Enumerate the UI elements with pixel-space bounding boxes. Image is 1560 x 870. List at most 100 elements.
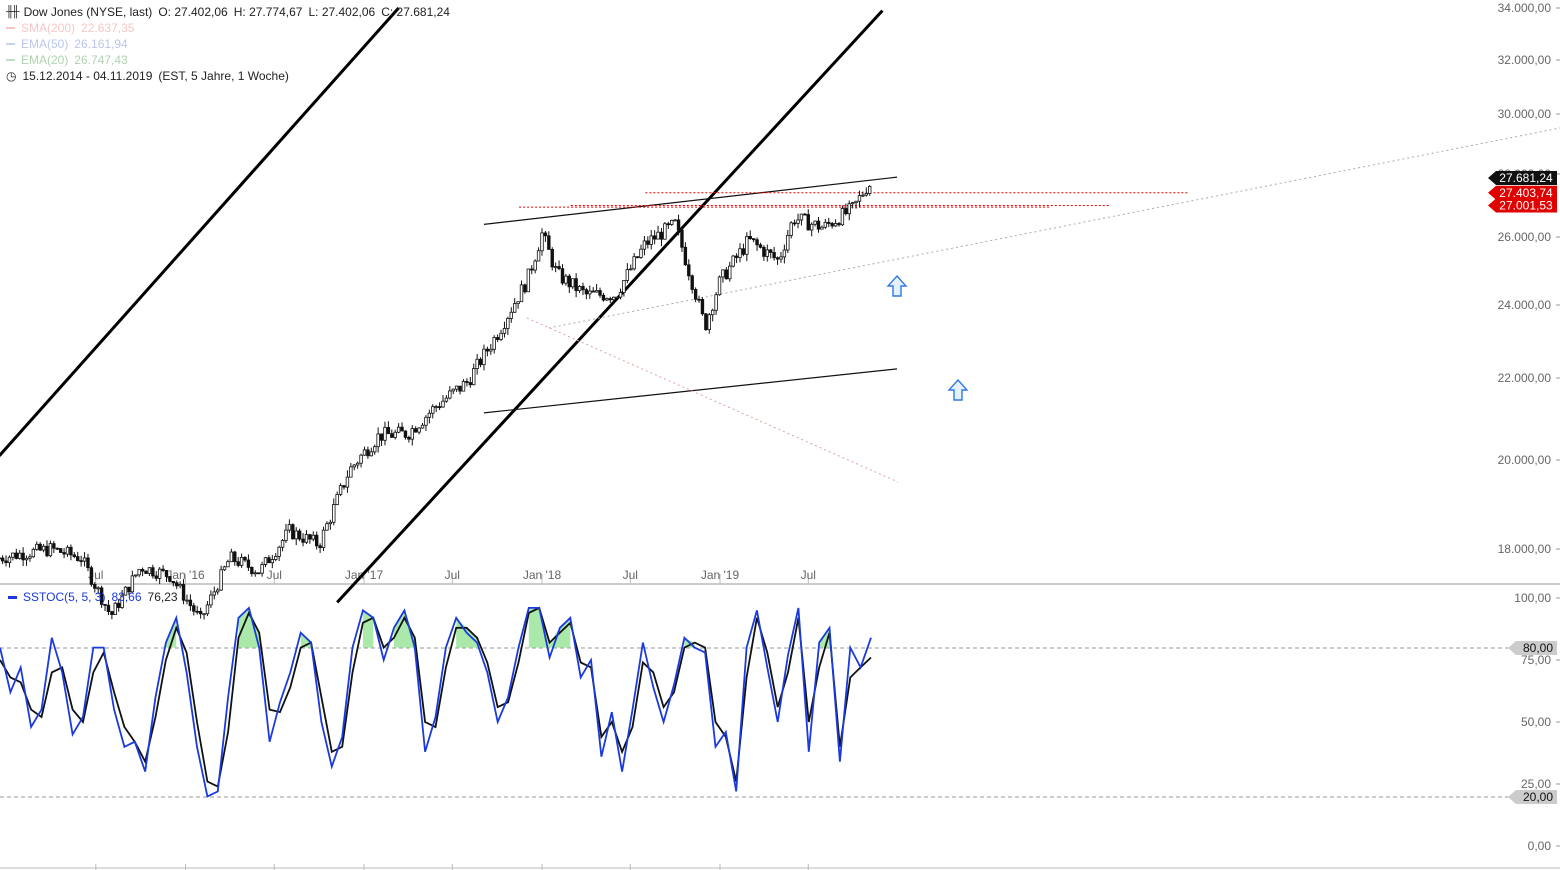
price-bar (837, 222, 841, 227)
price-bar (758, 242, 763, 249)
price-bar (130, 570, 135, 593)
stoch-k-value: 83,66 (111, 590, 142, 604)
price-bar (277, 545, 281, 562)
price-bar (69, 544, 73, 561)
price-bar (499, 329, 503, 342)
price-bar (687, 259, 691, 281)
oscillator-panel: 80,00 20,00 (0, 606, 1557, 804)
price-bar (263, 557, 268, 568)
instrument-row: ╫╫ Dow Jones (NYSE, last) O: 27.402,06 H… (6, 4, 450, 20)
price-bar (390, 429, 394, 438)
ohlc-open: O: 27.402,06 (158, 5, 228, 19)
sma200-value: 22.637,35 (81, 21, 135, 35)
price-bar (236, 557, 240, 568)
price-bar (65, 545, 70, 557)
trend-line-upper-channel[interactable] (0, 7, 400, 457)
price-bar (18, 550, 22, 560)
dotted-trend-line (548, 127, 1560, 329)
price-bar (437, 402, 442, 411)
price-bar (246, 554, 251, 571)
price-bar (830, 221, 834, 229)
price-bar (86, 553, 90, 572)
osc-level-badge-label: 80,00 (1523, 641, 1553, 655)
price-bar (663, 221, 667, 240)
price-bar (673, 219, 677, 222)
price-bar (704, 313, 708, 331)
osc-level-badge: 20,00 (1508, 790, 1557, 804)
price-bar (475, 354, 479, 375)
trend-line-wedge-bottom[interactable] (483, 368, 898, 414)
price-bar (697, 295, 701, 303)
price-bar (396, 423, 401, 434)
up-arrow-icon (886, 274, 908, 297)
price-bar (710, 308, 715, 322)
trend-line-wedge-top[interactable] (483, 176, 898, 225)
price-bar (786, 229, 790, 254)
price-bar (646, 236, 650, 249)
oscillator-legend[interactable]: SSTOC(5, 5, 3) 83,66 76,23 (8, 590, 178, 604)
price-bar (335, 491, 339, 506)
price-bar (325, 521, 329, 531)
stoch-d-line (0, 606, 872, 788)
price-bar (345, 470, 350, 493)
price-bar (611, 296, 616, 305)
price-bar (41, 544, 46, 553)
price-bar (560, 264, 565, 286)
price-bar (683, 242, 688, 266)
price-bar (577, 285, 582, 293)
indicator-ema50[interactable]: EMA(50) 26.161,94 (6, 36, 450, 52)
price-bar (188, 594, 193, 611)
price-bar (383, 421, 387, 446)
price-bar (45, 540, 49, 558)
price-bar (755, 237, 759, 251)
price-bar (489, 343, 493, 355)
price-bar (632, 253, 636, 271)
price-bar (779, 252, 783, 263)
price-bar (250, 566, 254, 577)
price-bar (584, 287, 589, 300)
osc-level-badge-label: 20,00 (1523, 790, 1553, 804)
price-bar (366, 446, 370, 459)
sma200-label: SMA(200) (21, 21, 76, 35)
price-bar (134, 574, 138, 578)
price-bar (291, 523, 295, 540)
instrument-name: Dow Jones (NYSE, last) (23, 5, 153, 19)
price-bar (294, 527, 298, 546)
price-bar (318, 543, 322, 553)
ema20-label: EMA(20) (21, 53, 69, 67)
price-bar (772, 246, 776, 261)
osc-axis-label: 50,00 (1521, 715, 1551, 729)
price-bar (820, 225, 824, 230)
price-bar (192, 602, 196, 616)
price-bar (76, 551, 80, 562)
price-axis-label: 24.000,00 (1498, 298, 1552, 312)
price-bar (393, 429, 397, 440)
price-bar (857, 190, 862, 208)
price-bar (799, 213, 804, 226)
indicator-sma200[interactable]: SMA(200) 22.637,35 (6, 20, 450, 36)
trend-line-lower-channel[interactable] (336, 9, 884, 604)
price-bar (284, 523, 288, 543)
price-bar (287, 519, 292, 533)
oscillator-axis: 0,00 25,00 50,00 75,00 100,00 (1514, 591, 1560, 853)
ohlc-high: H: 27.774,67 (233, 5, 303, 19)
overbought-fill (165, 607, 830, 648)
price-bar (782, 244, 787, 264)
price-bar (314, 531, 319, 550)
stoch-name: SSTOC(5, 5, 3) (23, 590, 106, 604)
price-bar (629, 264, 633, 271)
price-bar (407, 435, 411, 443)
price-bar (690, 274, 694, 294)
price-bar (386, 421, 391, 435)
price-bar (369, 447, 374, 457)
price-bar (195, 605, 199, 615)
price-axis-label: 26.000,00 (1498, 230, 1552, 244)
price-bar (721, 269, 725, 283)
ema20-swatch (6, 59, 15, 61)
price-bar (693, 287, 698, 303)
price-bar (233, 550, 237, 566)
indicator-ema20[interactable]: EMA(20) 26.747,43 (6, 52, 450, 68)
price-bar (656, 225, 660, 240)
